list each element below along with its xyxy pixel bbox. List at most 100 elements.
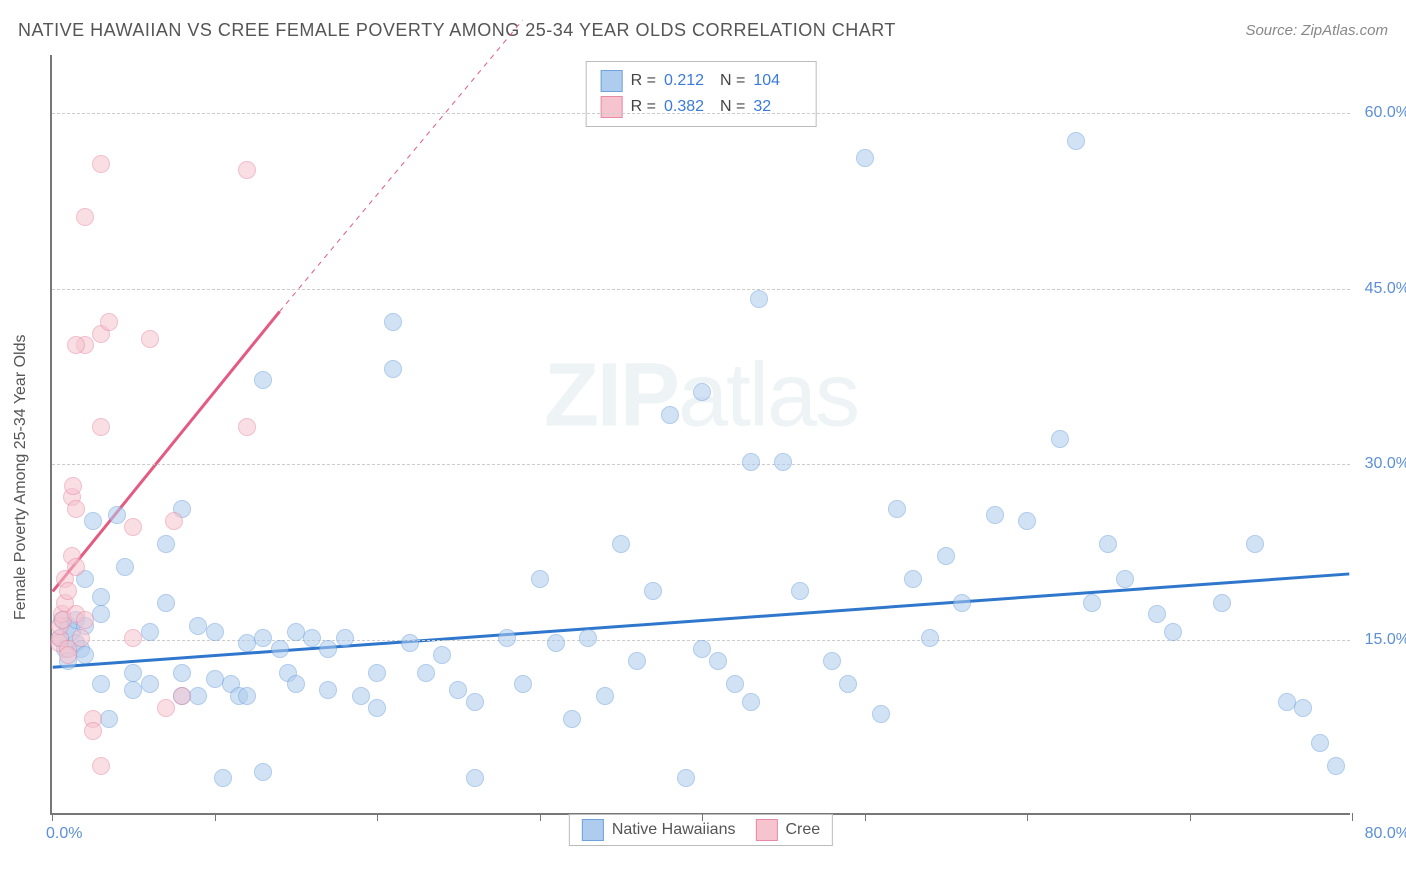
data-point (612, 535, 630, 553)
data-point (173, 664, 191, 682)
data-point (92, 757, 110, 775)
data-point (319, 681, 337, 699)
x-origin-label: 0.0% (46, 825, 82, 843)
data-point (157, 535, 175, 553)
data-point (742, 693, 760, 711)
data-point (67, 558, 85, 576)
data-point (84, 512, 102, 530)
data-point (1311, 734, 1329, 752)
data-point (1018, 512, 1036, 530)
data-point (823, 652, 841, 670)
data-point (100, 313, 118, 331)
data-point (72, 629, 90, 647)
data-point (271, 640, 289, 658)
data-point (336, 629, 354, 647)
data-point (254, 629, 272, 647)
swatch (582, 819, 604, 841)
chart-title: NATIVE HAWAIIAN VS CREE FEMALE POVERTY A… (18, 20, 896, 41)
data-point (921, 629, 939, 647)
data-point (433, 646, 451, 664)
data-point (628, 652, 646, 670)
data-point (368, 664, 386, 682)
data-point (1051, 430, 1069, 448)
data-point (726, 675, 744, 693)
gridline-h (52, 289, 1350, 290)
plot-area: ZIPatlas R = 0.212N = 104R = 0.382N = 32… (50, 55, 1350, 815)
x-tick (865, 813, 866, 821)
legend-label: Native Hawaiians (612, 821, 736, 839)
data-point (303, 629, 321, 647)
data-point (76, 611, 94, 629)
data-point (856, 149, 874, 167)
data-point (401, 634, 419, 652)
data-point (100, 710, 118, 728)
data-point (563, 710, 581, 728)
gridline-h (52, 113, 1350, 114)
data-point (368, 699, 386, 717)
data-point (661, 406, 679, 424)
data-point (214, 769, 232, 787)
data-point (254, 371, 272, 389)
legend-label: Cree (785, 821, 820, 839)
data-point (141, 623, 159, 641)
data-point (287, 675, 305, 693)
data-point (254, 763, 272, 781)
data-point (986, 506, 1004, 524)
x-tick (1352, 813, 1353, 821)
data-point (384, 360, 402, 378)
y-tick-label: 15.0% (1365, 631, 1406, 649)
x-tick (1027, 813, 1028, 821)
data-point (92, 418, 110, 436)
data-point (238, 161, 256, 179)
data-point (1083, 594, 1101, 612)
data-point (596, 687, 614, 705)
data-point (791, 582, 809, 600)
data-point (59, 582, 77, 600)
data-point (466, 693, 484, 711)
data-point (92, 605, 110, 623)
data-point (750, 290, 768, 308)
data-point (904, 570, 922, 588)
y-tick-label: 45.0% (1365, 280, 1406, 298)
data-point (1327, 757, 1345, 775)
data-point (124, 518, 142, 536)
data-point (449, 681, 467, 699)
data-point (693, 383, 711, 401)
y-tick-label: 60.0% (1365, 104, 1406, 122)
data-point (384, 313, 402, 331)
data-point (157, 699, 175, 717)
data-point (1099, 535, 1117, 553)
data-point (872, 705, 890, 723)
legend-item: Native Hawaiians (582, 819, 736, 841)
gridline-h (52, 464, 1350, 465)
x-tick (702, 813, 703, 821)
source-label: Source: ZipAtlas.com (1245, 22, 1388, 39)
x-tick (1190, 813, 1191, 821)
swatch (601, 96, 623, 118)
data-point (774, 453, 792, 471)
data-point (1148, 605, 1166, 623)
legend-item: Cree (755, 819, 820, 841)
data-point (953, 594, 971, 612)
data-point (352, 687, 370, 705)
data-point (92, 675, 110, 693)
x-tick (540, 813, 541, 821)
data-point (1164, 623, 1182, 641)
data-point (157, 594, 175, 612)
data-point (417, 664, 435, 682)
data-point (693, 640, 711, 658)
swatch (755, 819, 777, 841)
data-point (64, 477, 82, 495)
x-tick (377, 813, 378, 821)
data-point (76, 646, 94, 664)
data-point (189, 687, 207, 705)
data-point (165, 512, 183, 530)
data-point (67, 500, 85, 518)
swatch (601, 70, 623, 92)
x-tick (52, 813, 53, 821)
data-point (76, 208, 94, 226)
stats-legend: R = 0.212N = 104R = 0.382N = 32 (586, 61, 817, 127)
data-point (1246, 535, 1264, 553)
stats-row: R = 0.212N = 104 (601, 68, 802, 94)
data-point (531, 570, 549, 588)
